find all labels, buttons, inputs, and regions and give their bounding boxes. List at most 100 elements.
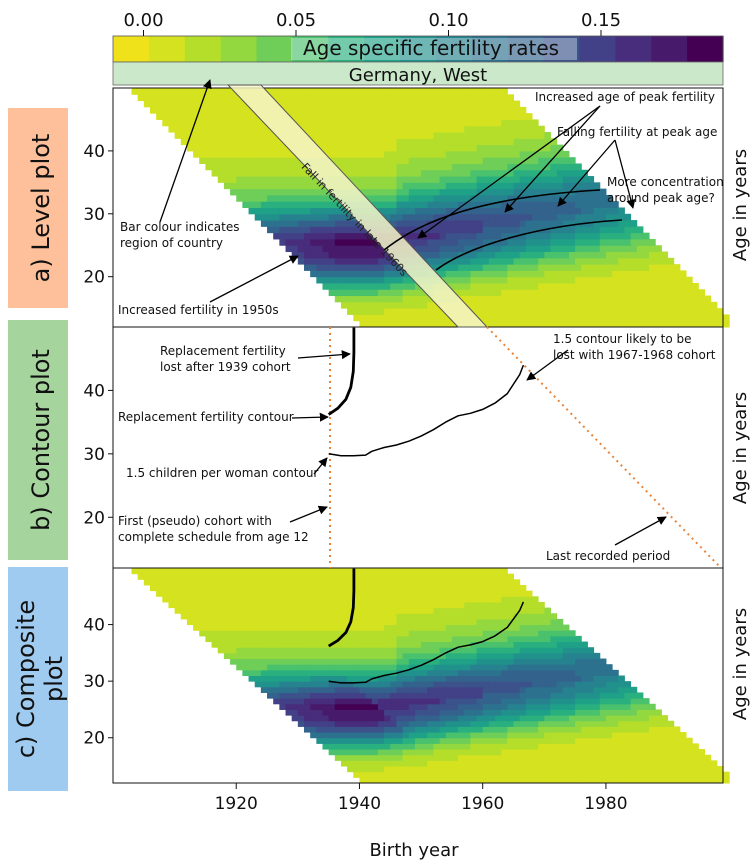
heatmap-cell	[377, 88, 385, 95]
heatmap-cell	[470, 658, 478, 665]
heatmap-cell	[501, 276, 508, 284]
heatmap-cell	[531, 635, 539, 643]
heatmap-cell	[525, 601, 533, 609]
heatmap-cell	[414, 88, 422, 95]
heatmap-cell	[322, 119, 330, 127]
heatmap-cell	[464, 144, 471, 152]
heatmap-cell	[501, 579, 508, 586]
heatmap-cell	[211, 568, 219, 575]
heatmap-cell	[556, 635, 564, 643]
heatmap-cell	[396, 138, 404, 146]
heatmap-cell	[297, 573, 305, 580]
heatmap-cell	[538, 641, 545, 648]
heatmap-cell	[692, 754, 699, 761]
heatmap-cell	[377, 720, 385, 727]
heatmap-cell	[488, 771, 496, 778]
heatmap-cell	[402, 652, 410, 660]
heatmap-cell	[371, 314, 379, 322]
heatmap-cell	[525, 320, 533, 328]
heatmap-cell	[297, 94, 305, 102]
colorbar-swatch	[292, 36, 329, 62]
heatmap-cell	[156, 573, 163, 580]
heatmap-cell	[531, 138, 539, 146]
heatmap-cell	[544, 675, 551, 682]
heatmap-cell	[470, 686, 478, 693]
heatmap-cell	[310, 613, 317, 620]
heatmap-cell	[519, 295, 527, 303]
colorbar-swatch	[184, 36, 222, 62]
heatmap-cell	[513, 771, 521, 778]
heatmap-cell	[310, 618, 317, 626]
heatmap-cell	[267, 144, 274, 152]
heatmap-cell	[384, 771, 391, 778]
heatmap-cell	[217, 176, 225, 183]
heatmap-cell	[180, 125, 188, 133]
heatmap-cell	[205, 138, 213, 146]
heatmap-cell	[365, 282, 373, 290]
heatmap-cell	[464, 584, 471, 592]
heatmap-cell	[513, 251, 521, 259]
heatmap-cell	[587, 664, 595, 671]
heatmap-cell	[371, 681, 379, 688]
heatmap-cell	[316, 635, 323, 643]
heatmap-cell	[698, 314, 706, 322]
heatmap-cell	[661, 314, 669, 322]
heatmap-cell	[501, 743, 508, 750]
heatmap-cell	[390, 301, 397, 309]
arrow-contour-lost	[526, 349, 569, 381]
heatmap-cell	[451, 238, 459, 246]
heatmap-cell	[599, 251, 607, 259]
heatmap-cell	[384, 641, 391, 648]
heatmap-cell	[593, 207, 601, 215]
heatmap-cell	[501, 737, 508, 744]
heatmap-cell	[384, 635, 391, 643]
heatmap-cell	[347, 295, 354, 303]
heatmap-cell	[205, 106, 213, 114]
heatmap-cell	[390, 652, 397, 660]
heatmap-cell	[698, 766, 706, 773]
heatmap-cell	[655, 245, 662, 253]
heatmap-cell	[371, 251, 379, 259]
heatmap-cell	[334, 157, 342, 164]
heatmap-cell	[501, 568, 508, 575]
heatmap-cell	[384, 88, 391, 95]
heatmap-cell	[365, 624, 373, 631]
heatmap-cell	[451, 624, 459, 631]
heatmap-cell	[476, 94, 484, 102]
ann-bar-colour-2: region of country	[120, 236, 223, 250]
heatmap-cell	[291, 709, 299, 716]
heatmap-cell	[575, 245, 582, 253]
heatmap-cell	[513, 270, 521, 278]
heatmap-cell	[402, 692, 410, 699]
heatmap-cell	[439, 201, 447, 208]
heatmap-cell	[605, 213, 613, 221]
heatmap-cell	[384, 213, 391, 221]
heatmap-cell	[507, 635, 514, 643]
heatmap-cell	[464, 777, 471, 784]
heatmap-cell	[217, 94, 225, 102]
heatmap-cell	[618, 686, 625, 693]
heatmap-cell	[254, 647, 262, 654]
heatmap-cell	[347, 635, 354, 643]
heatmap-cell	[593, 652, 601, 660]
heatmap-cell	[390, 320, 397, 328]
heatmap-cell	[433, 251, 441, 259]
heatmap-cell	[408, 647, 416, 654]
heatmap-cell	[593, 314, 601, 322]
heatmap-cell	[223, 125, 231, 133]
heatmap-cell	[143, 100, 151, 108]
heatmap-cell	[655, 276, 662, 284]
heatmap-cell	[531, 295, 539, 303]
heatmap-cell	[531, 698, 539, 705]
heatmap-cell	[507, 163, 514, 171]
heatmap-cell	[427, 607, 434, 614]
heatmap-cell	[285, 232, 293, 240]
heatmap-cell	[242, 590, 250, 597]
heatmap-cell	[458, 257, 465, 265]
heatmap-cell	[414, 681, 422, 688]
heatmap-cell	[525, 624, 533, 631]
heatmap-cell	[507, 607, 514, 614]
heatmap-cell	[550, 647, 558, 654]
heatmap-cell	[267, 568, 274, 575]
heatmap-cell	[322, 669, 330, 676]
